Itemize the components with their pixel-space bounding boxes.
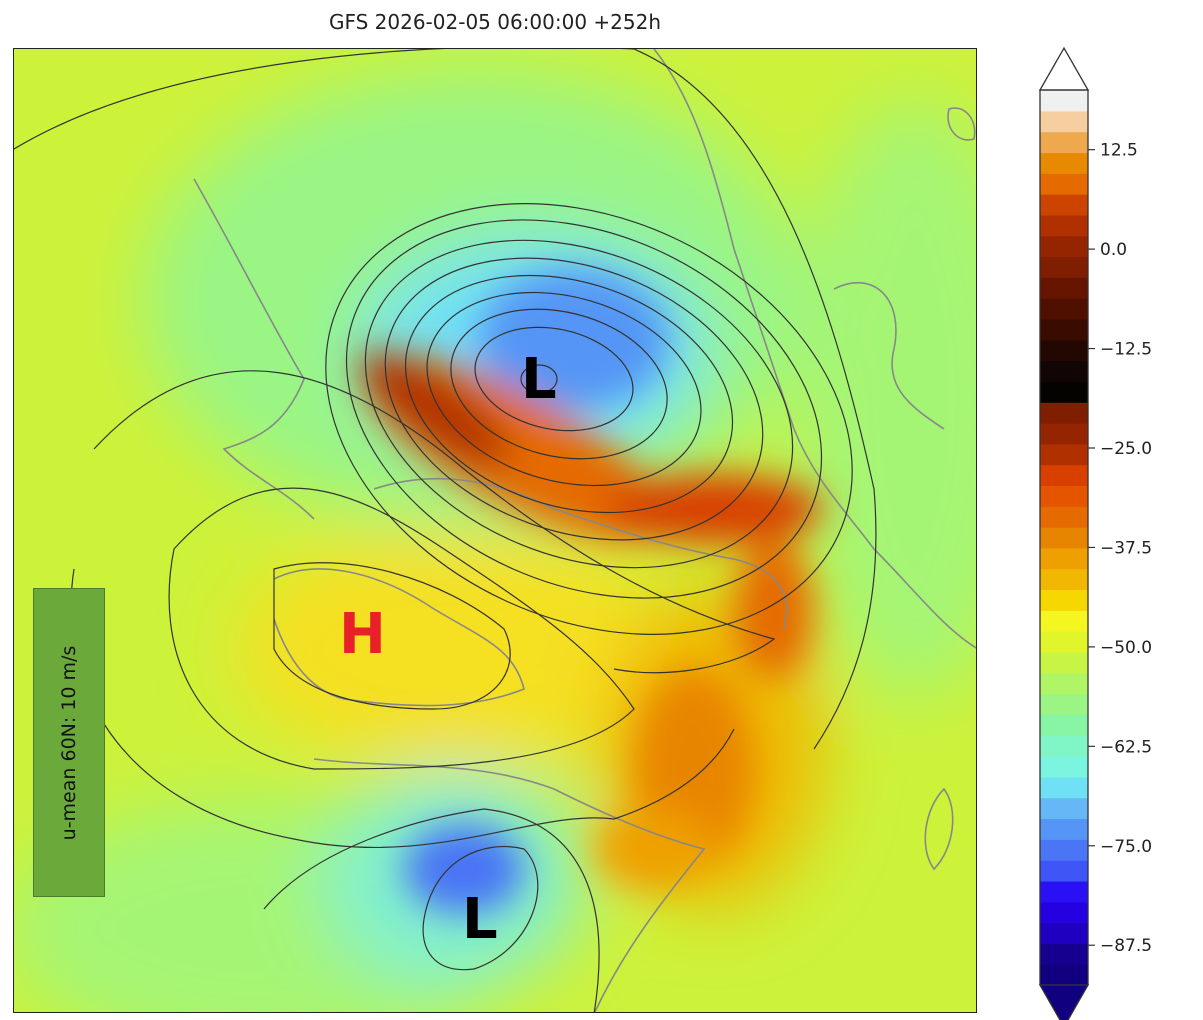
- coastlines: [193, 49, 976, 1012]
- colorbar-band: [1040, 152, 1088, 174]
- colorbar: 12.5 0.0 −12.5 −25.0 −37.5 −50.0 −62.5 −75.0 −87…: [1038, 46, 1152, 1020]
- geopotential-contours: [14, 49, 877, 1012]
- low-pressure-marker: L: [521, 347, 557, 412]
- colorbar-band: [1040, 610, 1088, 632]
- colorbar-band: [1040, 339, 1088, 362]
- colorbar-band: [1040, 443, 1088, 466]
- colorbar-band: [1040, 631, 1088, 653]
- colorbar-band: [1040, 672, 1088, 695]
- colorbar-tick-label: −75.0: [1100, 837, 1152, 857]
- colorbar-tick-label: −12.5: [1100, 340, 1152, 360]
- colorbar-band: [1040, 194, 1088, 216]
- colorbar-band: [1040, 547, 1088, 570]
- colorbar-band: [1040, 964, 1088, 986]
- colorbar-band: [1040, 714, 1088, 736]
- colorbar-extend-min: [1038, 984, 1090, 1020]
- colorbar-tick-label: −50.0: [1100, 638, 1152, 658]
- low-pressure-marker: L: [462, 887, 498, 952]
- chart-title: GFS 2026-02-05 06:00:00 +252h: [328, 10, 662, 34]
- field-detail: [358, 269, 824, 914]
- colorbar-band: [1040, 693, 1088, 716]
- high-pressure-marker: H: [339, 602, 386, 667]
- colorbar-band: [1040, 756, 1088, 778]
- colorbar-tick-label: 12.5: [1100, 141, 1138, 161]
- colorbar-band: [1040, 381, 1088, 403]
- colorbar-band: [1040, 735, 1088, 757]
- colorbar-extend-max: [1038, 46, 1090, 91]
- colorbar-band: [1040, 423, 1088, 445]
- colorbar-tick-label: −87.5: [1100, 936, 1152, 956]
- colorbar-band: [1040, 173, 1088, 195]
- colorbar-band: [1040, 360, 1088, 382]
- colorbar-band: [1040, 506, 1088, 528]
- colorbar-band: [1040, 527, 1088, 549]
- colorbar-band: [1040, 256, 1088, 278]
- u-mean-label-box: u-mean 60N: 10 m/s: [33, 588, 105, 897]
- colorbar-band: [1040, 318, 1088, 341]
- colorbar-band: [1040, 485, 1088, 507]
- colorbar-band: [1040, 797, 1088, 820]
- colorbar-band: [1040, 235, 1088, 258]
- colorbar-band: [1040, 589, 1088, 611]
- colorbar-band: [1040, 568, 1088, 591]
- colorbar-band: [1040, 277, 1088, 299]
- colorbar-band: [1040, 651, 1088, 674]
- colorbar-band: [1040, 214, 1088, 237]
- colorbar-band: [1040, 901, 1088, 924]
- colorbar-band: [1040, 90, 1088, 112]
- colorbar-tick-label: −25.0: [1100, 439, 1152, 459]
- colorbar-band: [1040, 818, 1088, 840]
- field-map: [14, 49, 976, 1012]
- colorbar-band: [1040, 298, 1088, 320]
- colorbar-outline: [1039, 89, 1089, 986]
- colorbar-band: [1040, 464, 1088, 487]
- colorbar-tick-label: 0.0: [1100, 240, 1127, 260]
- colorbar-tick-label: −37.5: [1100, 538, 1152, 558]
- colorbar-band: [1040, 922, 1088, 944]
- map-panel: u-mean 60N: 10 m/s L H L: [13, 48, 977, 1013]
- colorbar-band: [1040, 131, 1088, 154]
- u-mean-label: u-mean 60N: 10 m/s: [58, 645, 80, 840]
- colorbar-band: [1040, 880, 1088, 903]
- colorbar-band: [1040, 776, 1088, 799]
- colorbar-band: [1040, 402, 1088, 424]
- colorbar-band: [1040, 839, 1088, 861]
- colorbar-tick-label: −62.5: [1100, 737, 1152, 757]
- colorbar-band: [1040, 110, 1088, 133]
- colorbar-band: [1040, 943, 1088, 965]
- colorbar-band: [1040, 860, 1088, 882]
